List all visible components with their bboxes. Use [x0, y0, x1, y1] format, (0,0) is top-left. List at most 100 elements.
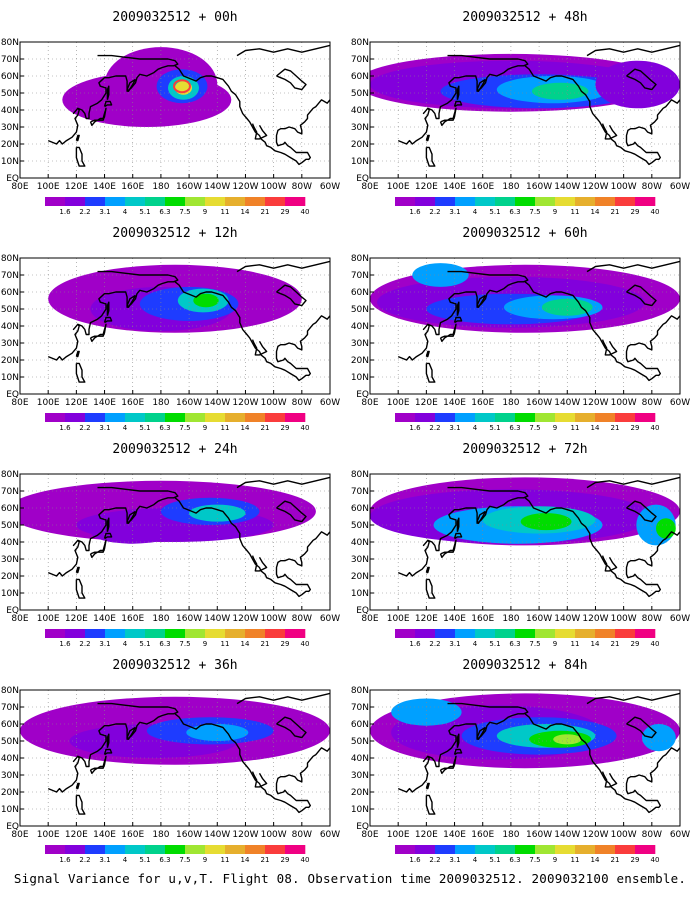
x-tick-label: 140E [93, 182, 116, 192]
coastlines [47, 260, 330, 383]
colorbar: 1.6 2.2 3.1 4 5.1 6.3 7.5 9 11 14 21 29 40 [395, 629, 659, 648]
y-tick-label: 40N [1, 538, 19, 548]
colorbar: 1.6 2.2 3.1 4 5.1 6.3 7.5 9 11 14 21 29 40 [395, 413, 659, 432]
x-tick-label: 100W [261, 830, 287, 840]
coastline [89, 755, 107, 774]
y-tick-label: 70N [351, 703, 369, 713]
colorbar-label: 14 [241, 856, 250, 864]
colorbar-label: 11 [571, 856, 580, 864]
y-tick-label: 70N [1, 55, 19, 65]
colorbar-label: 1.6 [409, 640, 421, 648]
coastline [425, 794, 436, 815]
colorbar-label: 21 [611, 856, 620, 864]
variance-contour [173, 79, 191, 94]
x-tick-label: 80W [292, 398, 312, 408]
coastline [75, 362, 86, 383]
colorbar-swatch [185, 845, 206, 854]
variance-field [20, 696, 330, 765]
colorbar-swatch [245, 197, 266, 206]
y-tick-label: 40N [351, 322, 369, 332]
colorbar-swatch [595, 413, 616, 422]
variance-contour [595, 60, 680, 109]
map-panel: 2009032512 + 72h 80E 100E 120E 140E 160E 180 16… [351, 442, 690, 648]
colorbar-label: 11 [571, 208, 580, 216]
x-tick-label: 120E [65, 830, 88, 840]
colorbar-label: 2.2 [429, 208, 440, 216]
colorbar-swatch [555, 845, 576, 854]
y-tick-label: 70N [1, 703, 19, 713]
colorbar-label: 7.5 [529, 856, 540, 864]
coastline [251, 339, 268, 356]
x-tick-label: 80E [361, 614, 378, 624]
y-tick-label: 60N [351, 504, 369, 514]
y-tick-label: 30N [351, 771, 369, 781]
colorbar-label: 9 [203, 856, 207, 864]
panel-title: 2009032512 + 12h [112, 226, 237, 241]
colorbar-label: 21 [261, 424, 270, 432]
coastline [601, 339, 618, 356]
colorbar-label: 5.1 [139, 856, 150, 864]
coastlines [397, 476, 680, 599]
coastline [626, 284, 657, 307]
colorbar-label: 21 [261, 640, 270, 648]
x-tick-label: 100W [611, 830, 637, 840]
x-tick-label: 120E [415, 182, 438, 192]
colorbar-label: 40 [651, 424, 660, 432]
colorbar-label: 29 [631, 208, 640, 216]
coastline [524, 281, 680, 382]
coastline [425, 566, 430, 574]
panel-title: 2009032512 + 36h [112, 658, 237, 673]
colorbar-swatch [475, 629, 496, 638]
y-tick-label: 60N [1, 504, 19, 514]
y-tick-label: 40N [351, 538, 369, 548]
colorbar-label: 11 [571, 424, 580, 432]
x-tick-label: 160E [471, 830, 494, 840]
x-tick-label: 180 [502, 398, 519, 408]
x-tick-label: 140E [93, 398, 116, 408]
x-tick-label: 120W [232, 830, 258, 840]
colorbar: 1.6 2.2 3.1 4 5.1 6.3 7.5 9 11 14 21 29 40 [45, 845, 309, 864]
colorbar-swatch [455, 629, 476, 638]
variance-field [370, 693, 680, 769]
colorbar-label: 9 [553, 208, 557, 216]
map-panel: 2009032512 + 12h 80E 100E 120E 140E 160E 180 16… [1, 226, 340, 432]
x-tick-label: 120E [415, 830, 438, 840]
panel-title: 2009032512 + 72h [462, 442, 587, 457]
y-tick-label: 70N [351, 487, 369, 497]
x-tick-label: 140E [443, 182, 466, 192]
colorbar-swatch [555, 197, 576, 206]
colorbar: 1.6 2.2 3.1 4 5.1 6.3 7.5 9 11 14 21 29 40 [45, 413, 309, 432]
coastline [439, 755, 457, 774]
coastlines [397, 44, 680, 167]
colorbar-swatch [225, 197, 246, 206]
x-tick-label: 160E [471, 182, 494, 192]
coastline [251, 123, 268, 140]
colorbar-swatch [165, 197, 186, 206]
coastline [397, 270, 529, 361]
y-tick-label: 60N [351, 720, 369, 730]
variance-field [370, 477, 680, 546]
y-tick-label: 80N [351, 254, 369, 264]
variance-contour [391, 698, 462, 726]
colorbar-swatch [475, 197, 496, 206]
coastline [425, 134, 430, 142]
coastline [174, 497, 330, 598]
x-tick-label: 120E [65, 614, 88, 624]
colorbar-swatch [65, 845, 86, 854]
y-tick-label: EQ [6, 390, 19, 400]
y-tick-label: 10N [351, 805, 369, 815]
colorbar-swatch [85, 845, 106, 854]
colorbar-label: 7.5 [179, 208, 190, 216]
colorbar-label: 21 [261, 208, 270, 216]
colorbar-label: 5.1 [489, 856, 500, 864]
colorbar-swatch [205, 845, 226, 854]
y-tick-label: 50N [1, 521, 19, 531]
x-tick-label: 160W [176, 830, 202, 840]
colorbar-swatch [435, 845, 456, 854]
x-tick-label: 120W [232, 614, 258, 624]
colorbar-label: 4 [473, 640, 478, 648]
y-tick-label: 80N [1, 38, 19, 48]
y-tick-label: 50N [351, 89, 369, 99]
x-tick-label: 160E [121, 182, 144, 192]
y-tick-label: 10N [351, 589, 369, 599]
